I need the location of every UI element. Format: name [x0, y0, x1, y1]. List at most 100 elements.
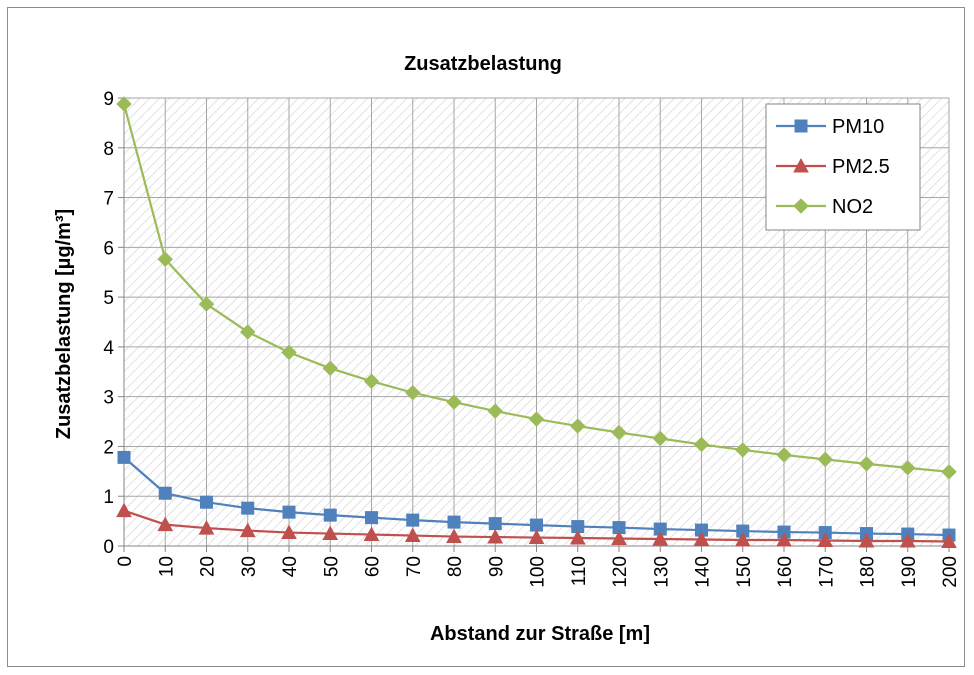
data-point-no2	[570, 418, 586, 434]
data-point-pm10	[530, 518, 543, 532]
data-point-no2	[363, 373, 380, 389]
data-point-no2	[281, 344, 297, 361]
y-tick-label: 3	[103, 388, 114, 409]
data-point-pm25	[281, 524, 297, 540]
x-tick-label: 30	[239, 556, 260, 577]
data-point-pm25	[858, 532, 875, 548]
x-tick-label: 70	[404, 556, 425, 577]
x-tick-label: 150	[734, 556, 755, 588]
data-point-pm10	[365, 511, 378, 525]
y-tick-label: 7	[103, 189, 114, 210]
series-pm10	[117, 450, 956, 542]
y-tick-label: 1	[103, 487, 114, 508]
x-tick-label: 190	[899, 556, 920, 588]
data-point-pm25	[239, 522, 256, 538]
series-layer	[116, 96, 957, 549]
series-no2	[116, 96, 957, 480]
data-point-pm25	[487, 528, 504, 544]
legend-label: PM2.5	[832, 156, 890, 178]
chart-title: Zusatzbelastung	[404, 53, 562, 75]
series-pm25	[116, 502, 957, 549]
data-point-pm10	[406, 513, 420, 527]
legend-marker	[794, 119, 808, 133]
legend-marker	[793, 198, 809, 214]
data-point-pm25	[116, 502, 132, 518]
data-point-no2	[776, 447, 792, 463]
x-tick-label: 10	[156, 556, 177, 577]
x-tick-label: 50	[321, 556, 342, 577]
data-point-pm10	[488, 517, 502, 531]
data-point-pm25	[404, 527, 421, 543]
data-point-pm25	[693, 531, 710, 547]
x-tick-label: 110	[569, 556, 590, 586]
x-tick-label: 120	[610, 556, 631, 588]
x-tick-label: 130	[651, 556, 672, 588]
x-tick-label: 80	[445, 556, 466, 577]
x-tick-label: 0	[115, 556, 136, 567]
data-point-no2	[487, 403, 503, 419]
data-point-pm25	[941, 533, 957, 549]
data-point-pm25	[363, 526, 380, 542]
y-axis-title: Zusatzbelastung [µg/m³]	[53, 209, 75, 439]
data-point-pm25	[776, 531, 792, 547]
x-tick-label: 100	[528, 556, 549, 588]
x-tick-label: 60	[363, 556, 384, 577]
data-point-pm25	[569, 529, 586, 545]
data-point-no2	[858, 456, 875, 472]
data-point-no2	[198, 296, 215, 312]
x-axis-title: Abstand zur Straße [m]	[430, 623, 650, 645]
data-point-no2	[900, 460, 916, 476]
data-point-pm10	[323, 508, 337, 522]
legend: PM10 PM2.5 NO2	[765, 103, 921, 231]
data-point-pm25	[817, 532, 834, 548]
x-tick-label: 180	[858, 556, 879, 588]
x-tick-label: 200	[940, 556, 961, 588]
data-point-no2	[240, 324, 256, 340]
x-tick-label: 140	[693, 556, 714, 588]
data-point-no2	[405, 384, 421, 401]
data-point-no2	[652, 430, 668, 447]
data-point-no2	[693, 436, 710, 453]
x-tick-label: 90	[486, 556, 507, 577]
legend-item-pm10: PM10	[776, 116, 884, 138]
data-point-pm10	[447, 515, 461, 529]
data-point-pm25	[652, 530, 669, 546]
data-point-no2	[941, 464, 957, 480]
y-tick-label: 8	[103, 139, 114, 160]
data-point-pm10	[241, 501, 255, 515]
x-tick-label: 160	[775, 556, 796, 588]
data-point-no2	[611, 424, 627, 441]
legend-item-pm25: PM2.5	[776, 156, 890, 178]
x-tick-label: 170	[816, 556, 837, 588]
data-point-no2	[446, 394, 462, 410]
x-tick-label: 40	[280, 556, 301, 577]
x-tick-label: 20	[198, 556, 219, 577]
legend-label: PM10	[832, 116, 884, 138]
data-point-pm25	[899, 532, 916, 548]
data-point-pm10	[282, 505, 296, 519]
data-point-pm25	[157, 516, 174, 532]
legend-label: NO2	[832, 196, 873, 218]
data-point-pm10	[200, 495, 213, 509]
y-tick-label: 0	[103, 537, 114, 558]
y-tick-label: 5	[103, 288, 114, 309]
data-point-no2	[528, 411, 545, 427]
y-tick-label: 4	[103, 338, 114, 359]
data-point-pm25	[734, 531, 751, 547]
data-point-pm25	[322, 525, 339, 541]
data-point-pm10	[117, 450, 131, 464]
data-point-no2	[157, 251, 173, 267]
data-point-no2	[817, 451, 833, 468]
y-tick-label: 9	[103, 89, 114, 110]
y-tick-label: 2	[103, 437, 114, 458]
data-point-pm25	[611, 530, 627, 546]
data-point-pm25	[446, 528, 462, 544]
data-point-pm10	[158, 486, 172, 500]
data-point-no2	[735, 442, 751, 458]
data-point-no2	[116, 96, 132, 112]
legend-item-no2: NO2	[776, 196, 873, 218]
legend-marker	[793, 157, 809, 173]
y-tick-label: 6	[103, 238, 114, 259]
